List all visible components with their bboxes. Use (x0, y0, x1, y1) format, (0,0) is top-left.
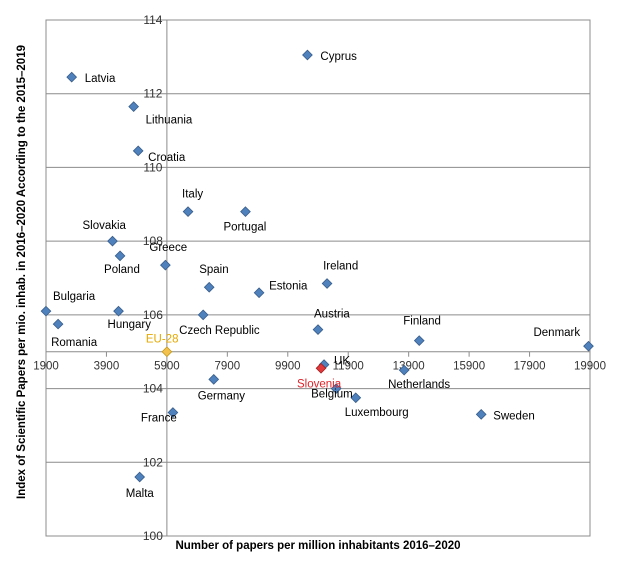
point-hungary (113, 305, 124, 317)
y-axis-title-wrap: Index of Scientific Papers per mio. inha… (8, 22, 36, 522)
point-estonia (253, 287, 265, 299)
label-ireland: Ireland (323, 261, 358, 273)
point-labels: Latvia Cyprus Lithuania Croatia Italy Portuga… (51, 51, 580, 500)
point-netherlands (398, 364, 410, 376)
y-tick-label: 110 (143, 160, 162, 174)
point-france (167, 407, 179, 418)
point-ireland (321, 278, 333, 289)
label-germany: Germany (198, 390, 246, 402)
y-tick-label: 100 (143, 529, 163, 543)
label-slovakia: Slovakia (82, 220, 126, 232)
point-austria (312, 324, 324, 335)
point-italy (182, 206, 194, 218)
y-tick-label: 114 (143, 13, 162, 27)
label-finland: Finland (403, 316, 441, 328)
label-eu-28: EU-28 (146, 334, 179, 346)
label-croatia: Croatia (148, 152, 186, 164)
x-tick-label: 1900 (33, 361, 59, 373)
axes (45, 19, 591, 537)
x-tick-label: 17900 (514, 361, 546, 373)
point-bulgaria (40, 305, 52, 317)
point-spain (203, 281, 215, 293)
point-sweden (475, 409, 487, 420)
label-france: France (141, 413, 177, 425)
x-axis-title: Number of papers per million inhabitants… (175, 540, 461, 552)
label-belgium: Belgium (311, 389, 353, 401)
label-cyprus: Cyprus (320, 51, 357, 63)
label-romania: Romania (51, 337, 98, 349)
point-czech-republic (197, 309, 209, 321)
y-tick-label: 104 (143, 382, 163, 396)
point-portugal (240, 206, 251, 218)
y-tick-label: 106 (143, 308, 163, 322)
x-tick-label: 9900 (275, 361, 301, 373)
x-tick-label: 19900 (574, 361, 606, 373)
label-portugal: Portugal (223, 222, 266, 234)
label-uk: UK (334, 356, 350, 368)
label-slovenia: Slovenia (297, 378, 342, 390)
label-denmark: Denmark (533, 327, 580, 339)
point-latvia (66, 71, 78, 83)
gridlines (46, 19, 590, 537)
label-bulgaria: Bulgaria (53, 291, 96, 303)
point-belgium (330, 383, 342, 394)
point-finland (413, 335, 425, 347)
label-latvia: Latvia (85, 73, 116, 85)
label-greece: Greece (149, 242, 187, 254)
point-lithuania (128, 101, 140, 112)
label-sweden: Sweden (493, 410, 535, 422)
label-poland: Poland (104, 264, 140, 276)
label-lithuania: Lithuania (146, 115, 193, 127)
label-spain: Spain (199, 264, 228, 276)
point-croatia (132, 145, 144, 157)
point-denmark (583, 340, 594, 352)
label-estonia: Estonia (269, 281, 308, 293)
point-greece (160, 259, 171, 271)
label-hungary: Hungary (108, 319, 152, 331)
point-slovakia (107, 235, 118, 247)
point-poland (114, 250, 126, 262)
point-slovenia (315, 362, 327, 374)
y-axis-title: Index of Scientific Papers per mio. inha… (16, 45, 28, 499)
x-tick-label: 5900 (154, 361, 180, 373)
label-czech-republic: Czech Republic (179, 325, 260, 337)
x-tick-label: 3900 (94, 361, 120, 373)
label-netherlands: Netherlands (388, 379, 450, 391)
y-tick-label: 108 (143, 234, 163, 248)
point-cyprus (302, 49, 313, 61)
label-luxembourg: Luxembourg (345, 407, 409, 419)
label-austria: Austria (314, 309, 350, 321)
point-germany (208, 373, 220, 385)
plot-border (45, 19, 591, 537)
x-tick-label: 11900 (333, 361, 364, 373)
point-eu-28 (161, 346, 173, 358)
x-tick-label: 7900 (215, 361, 241, 373)
y-tick-label: 102 (143, 455, 163, 469)
point-malta (134, 471, 146, 483)
data-points (40, 49, 594, 483)
label-malta: Malta (126, 488, 155, 500)
y-tick-labels: 100 102 104 106 108 110 112 114 (143, 13, 163, 543)
label-italy: Italy (182, 189, 203, 201)
y-tick-label: 112 (143, 87, 162, 101)
point-romania (52, 318, 64, 330)
point-luxembourg (350, 392, 362, 404)
x-tick-label: 15900 (453, 361, 485, 373)
